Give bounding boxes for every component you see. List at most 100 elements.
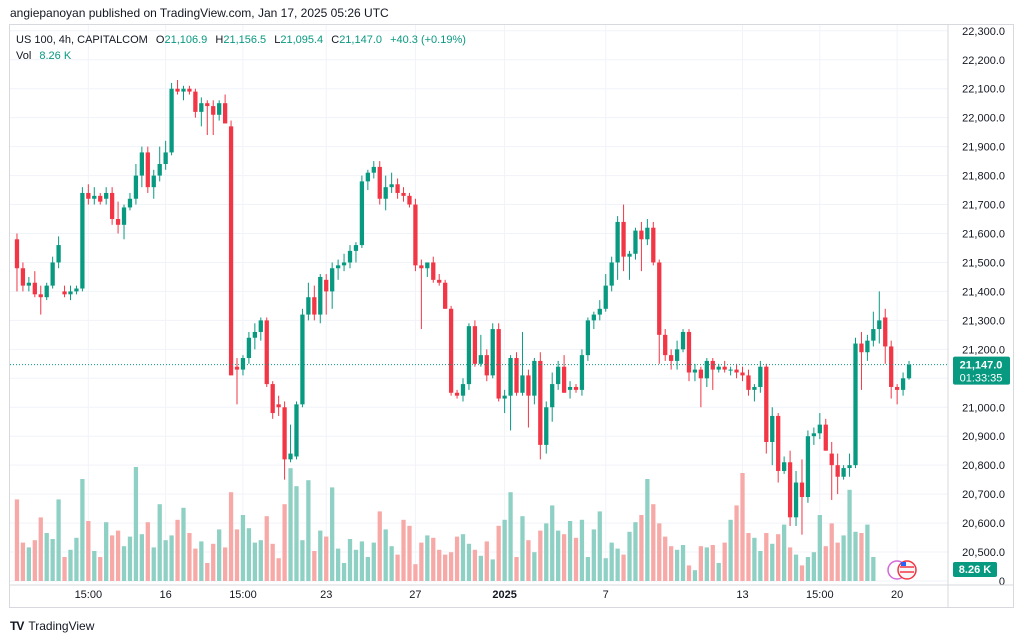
- volume-bar: [14, 499, 20, 581]
- volume-bar: [425, 535, 430, 581]
- candle-body: [657, 262, 662, 335]
- volume-bar: [859, 533, 864, 581]
- candle-body: [823, 424, 828, 451]
- volume-bar: [252, 542, 257, 581]
- x-tick-label: 27: [409, 589, 421, 601]
- volume-bar: [306, 480, 311, 581]
- y-tick-label: 21,400.0: [962, 286, 1005, 298]
- volume-bar: [621, 554, 626, 581]
- candle-body: [829, 453, 834, 466]
- candle-body: [692, 369, 698, 373]
- volume-bar: [532, 552, 537, 581]
- candle-body: [597, 308, 602, 315]
- volume-bar: [550, 505, 555, 581]
- candle-body: [740, 372, 745, 376]
- volume-bar: [169, 535, 174, 581]
- candle-body: [877, 320, 882, 330]
- volume-bars: [14, 467, 876, 581]
- volume-bar: [847, 489, 852, 581]
- candle-body: [883, 317, 888, 347]
- candle-body: [502, 395, 507, 399]
- candle-body: [187, 88, 192, 92]
- y-tick-label: 21,000.0: [962, 402, 1005, 414]
- volume-bar: [389, 546, 394, 581]
- candle-body: [787, 462, 793, 518]
- candle-body: [258, 320, 263, 332]
- volume-bar: [680, 545, 686, 581]
- candle-body: [109, 192, 115, 220]
- candle-body: [228, 126, 234, 376]
- candle-body: [466, 326, 472, 385]
- candle-body: [395, 184, 400, 193]
- volume-bar: [734, 505, 739, 581]
- chart-frame: [9, 24, 1014, 608]
- volume-legend[interactable]: Vol 8.26 K: [16, 50, 71, 62]
- volume-bar: [865, 524, 870, 581]
- candle-body: [217, 103, 222, 115]
- x-tick-label: 15:00: [75, 589, 103, 601]
- candle-body: [371, 166, 376, 173]
- volume-bar: [496, 525, 501, 581]
- volume-bar: [62, 557, 67, 581]
- tradingview-footer[interactable]: TV TradingView: [10, 619, 94, 633]
- symbol-label[interactable]: US 100, 4h, CAPITALCOM: [16, 34, 148, 46]
- volume-bar: [651, 504, 656, 581]
- volume-bar: [324, 536, 329, 581]
- candle-body: [211, 106, 216, 115]
- candle-body: [14, 239, 20, 269]
- volume-bar: [401, 519, 406, 581]
- candle-body: [419, 265, 424, 269]
- candle-body: [181, 88, 186, 92]
- candle-body: [663, 334, 668, 356]
- candle-body: [282, 407, 287, 460]
- candle-body: [621, 221, 626, 257]
- candle-body: [633, 230, 638, 254]
- open-value: 21,106.9: [164, 34, 208, 46]
- y-tick-label: 21,300.0: [962, 315, 1005, 327]
- candle-body: [252, 331, 257, 338]
- candle-body: [680, 331, 686, 350]
- candle-body: [526, 375, 531, 396]
- volume-bar: [567, 521, 573, 581]
- us-flag-event-icon: [897, 560, 917, 580]
- volume-bar: [222, 547, 228, 581]
- candle-body: [306, 297, 311, 315]
- volume-bar: [544, 523, 549, 581]
- volume-bar: [68, 549, 73, 581]
- volume-bar: [663, 536, 668, 581]
- x-tick-label: 2025: [492, 589, 516, 601]
- volume-bar: [787, 547, 793, 581]
- candle-body: [44, 285, 49, 298]
- candle-body: [853, 343, 858, 466]
- candle-body: [894, 386, 900, 390]
- volume-bar: [86, 521, 91, 581]
- volume-bar: [330, 487, 335, 581]
- candle-body: [591, 314, 596, 321]
- close-value: 21,147.0: [339, 34, 383, 46]
- volume-label: Vol: [16, 50, 32, 62]
- candle-body: [514, 358, 519, 393]
- candle-body: [80, 192, 85, 289]
- candle-body: [312, 297, 317, 315]
- candle-body: [669, 355, 674, 361]
- volume-bar: [121, 546, 127, 581]
- y-tick-label: 20,800.0: [962, 460, 1005, 472]
- volume-bar: [92, 551, 97, 581]
- countdown-label: 01:33:35: [960, 373, 1003, 385]
- volume-bar: [228, 492, 234, 581]
- volume-bar: [704, 547, 709, 581]
- candle-body: [401, 192, 406, 196]
- ohlc-legend[interactable]: US 100, 4h, CAPITALCOM O21,106.9 H21,156…: [16, 34, 466, 46]
- tradingview-brand: TradingView: [28, 619, 95, 633]
- candle-body: [579, 355, 585, 390]
- volume-bar: [615, 548, 620, 581]
- candle-body: [686, 331, 692, 373]
- volume-bar: [264, 516, 269, 581]
- candle-body: [139, 152, 145, 176]
- volume-bar: [377, 511, 382, 581]
- candle-body: [115, 219, 121, 225]
- time-axis: 15:00 16 15:00 23 27 2025 7 13 15:00 20: [10, 25, 1013, 607]
- volume-bar: [728, 519, 733, 581]
- volume-bar: [181, 507, 186, 581]
